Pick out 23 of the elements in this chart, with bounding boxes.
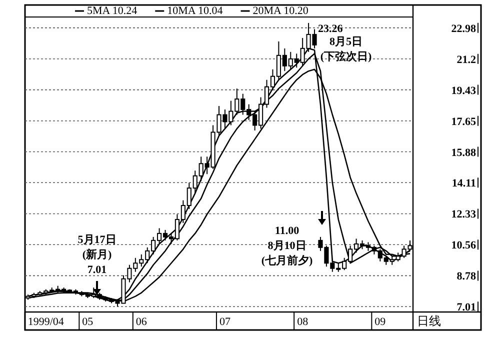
x-tick-label: 06 bbox=[136, 316, 148, 328]
x-axis-title: 日线 bbox=[417, 314, 441, 328]
x-tick-label: 08 bbox=[297, 316, 309, 328]
annotation: 5月17日 (新月) 7.01 bbox=[78, 234, 116, 276]
y-tick-label: 22.98 bbox=[451, 22, 476, 35]
y-tick-label: 7.01 bbox=[456, 302, 476, 314]
y-tick-label: 8.78 bbox=[456, 270, 476, 283]
legend-label: 5MA 10.24 bbox=[87, 5, 138, 17]
annotation: 23.26 bbox=[318, 23, 344, 35]
x-tick-label: 05 bbox=[82, 316, 94, 328]
legend-label: 20MA 10.20 bbox=[252, 5, 309, 17]
x-tick-label: 09 bbox=[374, 316, 386, 328]
y-tick-label: 21.2 bbox=[456, 54, 476, 66]
x-tick-label: 07 bbox=[219, 316, 231, 328]
y-tick-label: 19.43 bbox=[451, 84, 476, 97]
y-tick-label: 14.11 bbox=[452, 178, 476, 190]
legend-label: 10MA 10.04 bbox=[167, 5, 224, 17]
y-tick-label: 15.88 bbox=[451, 146, 476, 159]
annotation: 8月5日 (下弦次日) bbox=[320, 36, 372, 63]
x-tick-label: 1999/04 bbox=[28, 316, 64, 328]
y-tick-label: 12.33 bbox=[451, 208, 476, 221]
y-tick-label: 17.65 bbox=[451, 116, 476, 128]
y-tick-label: 10.56 bbox=[451, 240, 476, 252]
